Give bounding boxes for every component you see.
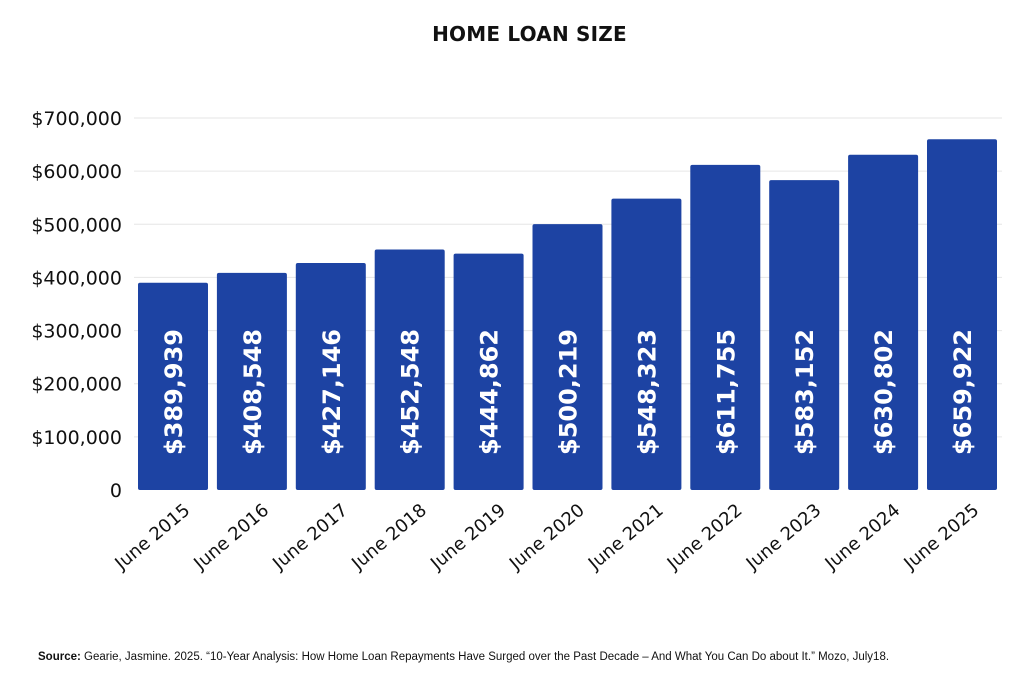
bar [374,249,445,490]
y-tick-label: $700,000 [31,108,122,130]
x-tick-label: June 2015 [110,500,194,575]
x-tick-label: June 2022 [663,500,747,575]
x-tick-label: June 2019 [426,500,510,575]
bar [611,198,682,491]
bar-value-label: $548,323 [633,329,661,455]
bar-value-label: $500,219 [555,329,583,455]
bar-value-label: $659,922 [949,329,977,455]
bar [848,154,919,490]
bar [453,253,524,490]
y-tick-label: $600,000 [31,161,122,183]
x-tick-label: June 2024 [821,500,905,575]
chart-title: HOME LOAN SIZE [432,22,627,46]
bar-value-label: $630,802 [870,329,898,455]
bar-value-label: $611,755 [712,329,740,455]
bar [690,164,761,490]
source-text: Gearie, Jasmine. 2025. “10-Year Analysis… [80,651,890,663]
x-tick-label: June 2018 [347,500,431,575]
bar-value-label: $583,152 [791,329,819,455]
bar-value-label: $389,939 [160,329,188,455]
source-label: Source: [38,651,81,663]
bar-value-label: $408,548 [239,329,267,455]
bar-value-label: $452,548 [397,329,425,455]
x-tick-label: June 2017 [268,500,352,575]
x-tick-label: June 2016 [189,500,273,575]
y-tick-label: $200,000 [31,374,122,396]
x-tick-label: June 2023 [742,500,826,575]
source-citation: Source: Gearie, Jasmine. 2025. “10-Year … [38,651,1018,663]
bar [216,272,287,490]
y-tick-label: $500,000 [31,214,122,236]
bar-value-label: $444,862 [476,329,504,455]
y-tick-label: 0 [110,480,122,502]
bar [927,139,997,491]
y-tick-label: $400,000 [31,267,122,289]
x-tick-label: June 2021 [584,500,668,575]
x-tick-label: June 2025 [899,500,983,575]
x-tick-label: June 2020 [505,500,589,575]
bar [295,263,366,490]
y-tick-label: $300,000 [31,321,122,343]
bar-value-label: $427,146 [318,329,346,455]
bar [138,282,208,490]
bar [769,180,840,490]
y-tick-label: $100,000 [31,427,122,449]
bar [532,224,603,491]
